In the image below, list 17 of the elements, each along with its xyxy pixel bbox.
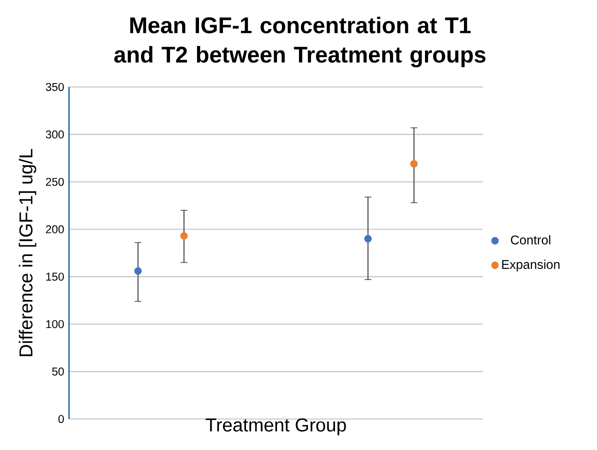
point <box>364 235 372 242</box>
y-tick-label: 150 <box>46 272 64 281</box>
y-axis-title: Difference in [IGF-1] ug/L <box>18 149 36 356</box>
point <box>134 267 142 275</box>
point <box>180 232 188 240</box>
y-tick-label: 300 <box>46 130 64 138</box>
y-tick-label: 350 <box>46 82 64 91</box>
y-tick-label: 0 <box>58 414 64 423</box>
y-tick-label: 200 <box>46 225 64 234</box>
legend-label: Control <box>510 235 550 244</box>
legend-label: Expansion <box>502 260 560 272</box>
x-axis-title: Treatment Group <box>206 418 346 436</box>
y-tick-label: 100 <box>46 320 64 328</box>
point <box>410 160 418 168</box>
chart-title: Mean IGF-1 concentration at T1 and T2 between Treatment groups <box>114 16 486 68</box>
y-tick-label: 250 <box>46 178 64 186</box>
y-tick-label: 50 <box>52 368 64 376</box>
